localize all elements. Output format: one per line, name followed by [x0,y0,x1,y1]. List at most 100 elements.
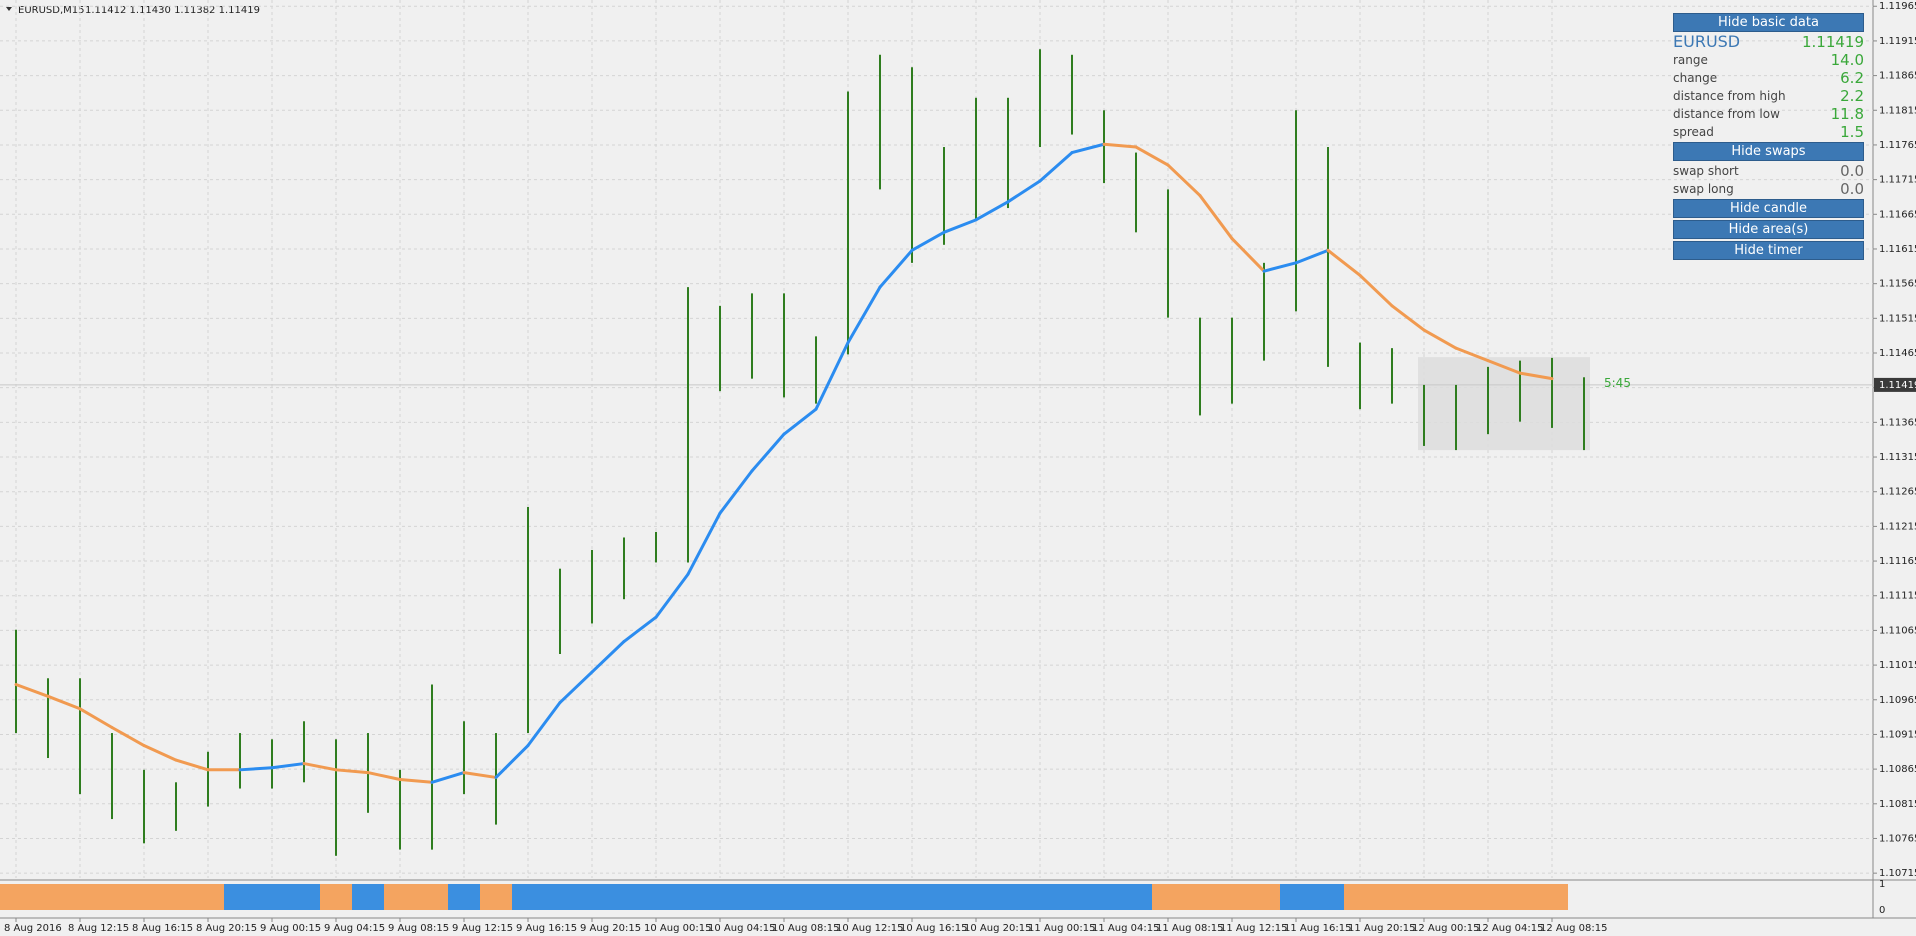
y-tick-label: 1.11865 [1879,71,1916,82]
moving-average [1390,304,1426,332]
y-tick-label: 1.11315 [1879,452,1916,463]
histogram-bar [800,884,832,910]
histogram-bar [640,884,672,910]
current-price-box [1874,377,1916,392]
symbol: EURUSD,M15 [18,5,84,16]
histogram-bar [928,884,960,910]
y-tick-label: 1.10915 [1879,729,1916,740]
histogram-bar [704,884,736,910]
toggle-button[interactable]: Hide basic data [1673,13,1864,32]
x-tick-label: 11 Aug 20:15 [1348,923,1415,934]
y-tick-label: 1.11565 [1879,279,1916,290]
x-tick-label: 10 Aug 16:15 [900,923,967,934]
x-tick-label: 12 Aug 08:15 [1540,923,1607,934]
histogram-bar [416,884,448,910]
histogram-bar [320,884,352,910]
histogram-bar [1472,884,1504,910]
histogram-bar [256,884,288,910]
histogram-bar [288,884,320,910]
toggle-button[interactable]: Hide candle [1673,199,1864,218]
toggle-button[interactable]: Hide timer [1673,241,1864,260]
info-value: 11.8 [1830,105,1864,123]
x-tick-label: 10 Aug 12:15 [836,923,903,934]
x-tick-label: 9 Aug 12:15 [452,923,513,934]
info-value: 1.5 [1840,123,1864,141]
x-tick-label: 10 Aug 04:15 [708,923,775,934]
y-tick-label: 1.11665 [1879,209,1916,220]
histogram-bar [1056,884,1088,910]
info-label: EURUSD [1673,32,1741,51]
histogram-bar [0,884,32,910]
y-tick-label: 1.11365 [1879,417,1916,428]
histogram-bar [960,884,992,910]
y-tick-label: 1.11915 [1879,36,1916,47]
x-tick-label: 11 Aug 08:15 [1156,923,1223,934]
moving-average [846,285,882,345]
histogram-bar [1440,884,1472,910]
histogram-bar [544,884,576,910]
y-tick-label: 1.11515 [1879,313,1916,324]
moving-average [622,615,658,644]
histogram-bar [128,884,160,910]
moving-average [1070,142,1106,155]
x-tick-label: 10 Aug 08:15 [772,923,839,934]
info-value: 14.0 [1830,51,1864,69]
moving-average [366,771,402,782]
info-label: distance from low [1673,107,1780,121]
info-label: swap long [1673,182,1734,196]
moving-average [1038,151,1074,183]
x-tick-label: 12 Aug 04:15 [1476,923,1543,934]
histogram-bar [832,884,864,910]
x-tick-label: 11 Aug 04:15 [1092,923,1159,934]
moving-average [718,469,754,515]
histogram-bar [864,884,896,910]
toggle-button[interactable]: Hide swaps [1673,142,1864,161]
info-label: change [1673,71,1718,85]
y-tick-label: 1.11715 [1879,175,1916,186]
y-tick-label: 1.11065 [1879,625,1916,636]
x-tick-label: 9 Aug 08:15 [388,923,449,934]
y-tick-label: 1.11115 [1879,591,1916,602]
moving-average [1454,346,1490,363]
area-box [1418,357,1590,451]
moving-average [1486,359,1522,375]
x-tick-label: 10 Aug 00:15 [644,923,711,934]
y-tick-label: 1.10865 [1879,764,1916,775]
y-tick-label: 1.11465 [1879,348,1916,359]
histogram-bar [64,884,96,910]
y-tick-label: 1.11965 [1879,1,1916,12]
info-value: 1.11419 [1801,33,1864,51]
histogram-bar [1216,884,1248,910]
y2-tick-label: 0 [1879,905,1885,916]
info-row: swap short 0.0 [1673,163,1864,179]
histogram-bar [1248,884,1280,910]
info-value: 6.2 [1840,69,1864,87]
histogram-bar [96,884,128,910]
moving-average [1422,328,1458,350]
info-row: range 14.0 [1673,52,1864,68]
moving-average [174,758,210,772]
x-tick-label: 9 Aug 00:15 [260,923,321,934]
moving-average [302,762,338,772]
x-tick-label: 8 Aug 2016 [4,923,62,934]
moving-average [462,771,498,779]
histogram-bar [1344,884,1376,910]
info-label: spread [1673,125,1714,139]
moving-average [494,744,530,779]
moving-average [1102,142,1138,149]
histogram-bar [1280,884,1312,910]
x-tick-label: 8 Aug 20:15 [196,923,257,934]
info-label: range [1673,53,1708,67]
histogram-bar [768,884,800,910]
moving-average [430,771,466,784]
histogram-bar [224,884,256,910]
toggle-button[interactable]: Hide area(s) [1673,220,1864,239]
info-panel: Hide basic data EURUSD 1.11419 range 14.0 cha… [1673,13,1864,260]
histogram-bar [896,884,928,910]
info-row: distance from high 2.2 [1673,88,1864,104]
histogram-bar [160,884,192,910]
histogram-bar [192,884,224,910]
y-tick-label: 1.11615 [1879,244,1916,255]
y-tick-label: 1.10965 [1879,695,1916,706]
